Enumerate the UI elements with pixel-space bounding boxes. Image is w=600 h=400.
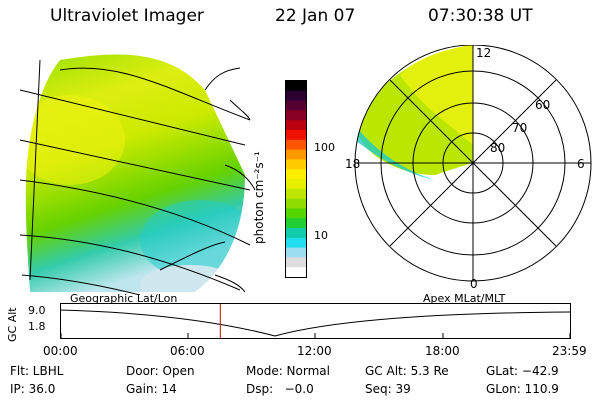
altitude-xticks [60, 333, 571, 338]
right-panel-label: Apex MLat/MLT [423, 292, 506, 305]
colorbar-swatch [286, 198, 306, 209]
colorbar-swatch [286, 100, 306, 111]
altitude-ytick-bottom: 1.8 [28, 320, 46, 333]
colorbar-swatch [286, 257, 306, 268]
colorbar [285, 80, 307, 278]
colorbar-tick-10: 10 [314, 229, 328, 242]
mlt-label-18: 18 [345, 157, 361, 171]
colorbar-swatch [286, 218, 306, 229]
altitude-curve [60, 309, 571, 337]
colorbar-swatch [286, 267, 306, 278]
colorbar-swatch [286, 90, 306, 102]
status-ip: IP: 36.0 [10, 382, 56, 396]
colorbar-swatch [286, 81, 306, 92]
instrument-title: Ultraviolet Imager [50, 6, 204, 26]
coastline [159, 67, 256, 293]
colorbar-swatch [286, 237, 306, 249]
status-seq: Seq: 39 [365, 382, 411, 396]
altitude-ytick-top: 9.0 [28, 304, 46, 317]
mlt-label-6: 6 [577, 157, 585, 171]
left-panel-label: Geographic Lat/Lon [70, 292, 178, 305]
mlat-label-70: 70 [512, 121, 528, 135]
polar-grid [354, 45, 592, 282]
altitude-plot [60, 303, 571, 339]
colorbar-unit-label: photon cm⁻²s⁻¹ [252, 151, 266, 244]
colorbar-swatch [286, 188, 306, 200]
status-glat: GLat: −42.9 [486, 364, 559, 378]
geographic-image [19, 54, 256, 295]
geo-grid-lines [19, 59, 251, 295]
colorbar-swatch [286, 149, 306, 160]
colorbar-swatch [286, 247, 306, 258]
xtick-0600: 06:00 [170, 344, 205, 358]
colorbar-swatch [286, 159, 306, 170]
colorbar-swatch [286, 228, 306, 239]
altitude-ylabel: GC Alt [6, 307, 19, 342]
status-gain: Gain: 14 [126, 382, 177, 396]
colorbar-swatch [286, 179, 306, 190]
mlat-label-60: 60 [535, 98, 551, 112]
mlat-label-80: 80 [490, 141, 506, 155]
xtick-1800: 18:00 [425, 344, 460, 358]
observation-time: 07:30:38 UT [428, 6, 533, 26]
status-glon: GLon: 110.9 [486, 382, 559, 396]
colorbar-swatch [286, 169, 306, 180]
colorbar-swatch [286, 130, 306, 141]
colorbar-tick-100: 100 [314, 141, 335, 154]
colorbar-swatch [286, 208, 306, 219]
xtick-0000: 00:00 [43, 344, 78, 358]
observation-date: 22 Jan 07 [275, 6, 356, 26]
status-door: Door: Open [126, 364, 195, 378]
colorbar-swatch [286, 120, 306, 131]
polar-mlt-plot [354, 45, 592, 282]
mlt-label-12: 12 [476, 46, 492, 60]
xtick-2359: 23:59 [552, 344, 587, 358]
xtick-1200: 12:00 [297, 344, 332, 358]
status-filter: Flt: LBHL [10, 364, 64, 378]
colorbar-swatch [286, 139, 306, 151]
colorbar-swatch [286, 110, 306, 121]
mlt-label-0: 0 [470, 277, 478, 291]
status-dsp: Dsp: −0.0 [246, 382, 314, 396]
status-gc-alt: GC Alt: 5.3 Re [365, 364, 449, 378]
status-mode: Mode: Normal [246, 364, 330, 378]
